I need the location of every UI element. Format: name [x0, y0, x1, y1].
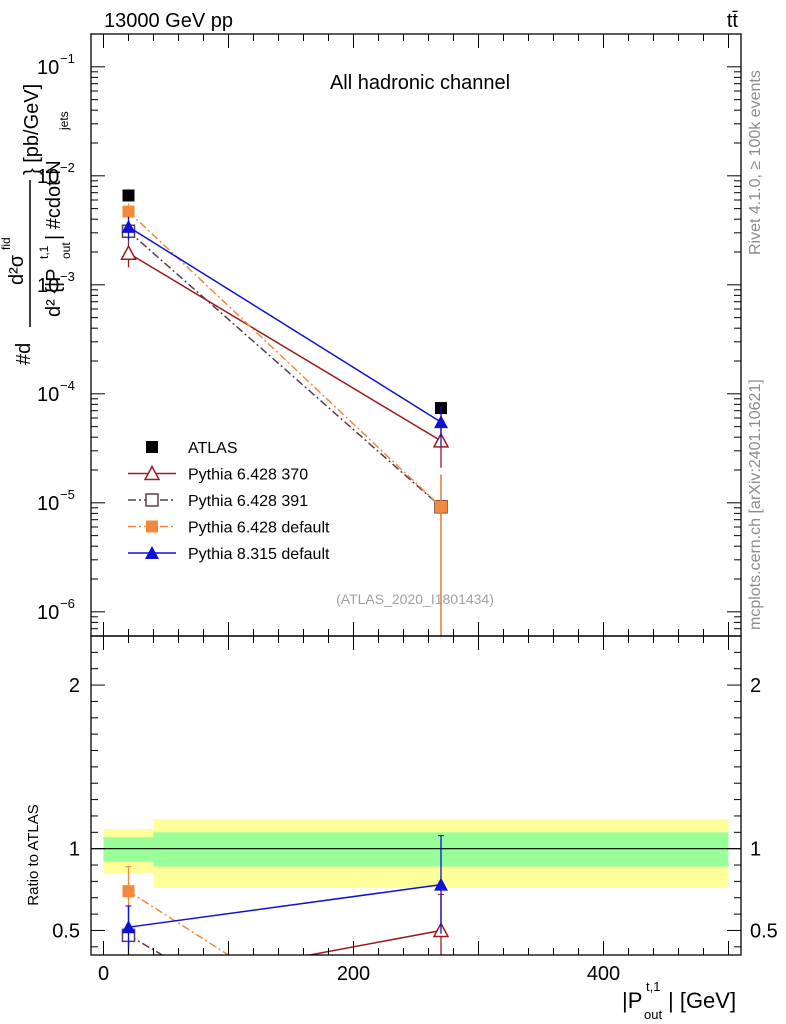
ratio-y-tick-label-right: 1 [750, 839, 761, 861]
legend-marker-py391 [145, 493, 159, 507]
y-tick-label: 10 [37, 166, 59, 188]
y-tick-label: 10 [37, 602, 59, 624]
ratio-frame [90, 635, 742, 956]
series-line-pydefault [127, 211, 442, 508]
y-tick-exponent: −1 [60, 51, 75, 66]
y-tick-exponent: −4 [60, 378, 75, 393]
mcplots-label: mcplots.cern.ch [arXiv:2401.10621] [747, 379, 764, 630]
y-tick-exponent: −3 [60, 269, 75, 284]
y-tick-label: 10 [37, 493, 59, 515]
legend-entry-pydefault: Pythia 6.428 default [128, 520, 330, 537]
rivet-version-label: Rivet 4.1.0, ≥ 100k events [747, 70, 764, 255]
legend-marker-pydefault [146, 520, 158, 533]
main-panel: All hadronic channel (ATLAS_2020_I180143… [37, 33, 742, 637]
point-py8 [121, 219, 136, 233]
ratio-line-pydefault [128, 890, 229, 955]
analysis-id-label: (ATLAS_2020_I1801434) [336, 591, 494, 607]
xlabel-sub: out [644, 1007, 662, 1022]
y-tick-label: 10 [37, 275, 59, 297]
point-pydefault [122, 205, 135, 218]
ratio-y-tick-label: 2 [69, 675, 80, 697]
ratio-point-pydefault [122, 885, 135, 898]
series-line-py8 [128, 226, 442, 423]
ratio-line-py8 [128, 883, 442, 928]
y-tick-exponent: −6 [60, 596, 75, 611]
legend-entry-atlas: ATLAS [146, 440, 238, 457]
energy-label: 13000 GeV pp [104, 10, 233, 32]
point-py370 [120, 244, 137, 260]
ylabel-brace-unit: } [pb/GeV] [21, 84, 43, 175]
ratio-point-py8 [121, 920, 136, 934]
chart-title: All hadronic channel [330, 72, 510, 94]
x-tick-label: 200 [337, 963, 370, 985]
ylabel-denominator-tail: | #cdot N [43, 160, 65, 240]
xlabel-pre: |P [622, 988, 642, 1013]
ylabel-denominator-tail-sub: jets [57, 111, 71, 131]
legend-label-py8: Pythia 8.315 default [188, 546, 330, 563]
x-axis-label: |P t,1 out | [GeV] [622, 979, 736, 1022]
legend-entry-py391: Pythia 6.428 391 [128, 493, 308, 510]
xlabel-sup: t,1 [646, 979, 660, 994]
x-tick-label: 0 [98, 963, 109, 985]
legend-label-py391: Pythia 6.428 391 [188, 493, 308, 510]
series-line-py391 [128, 230, 442, 508]
ylabel-denominator-sup: t,1 [37, 245, 51, 259]
ratio-y-tick-label-right: 0.5 [750, 920, 778, 942]
legend-marker-py8 [145, 546, 159, 559]
ratio-y-axis-label: Ratio to ATLAS [25, 804, 42, 905]
main-y-axis-label: #d d²σ fid d² {|P t,1 out | #cdot N jets… [0, 84, 73, 365]
legend-label-pydefault: Pythia 6.428 default [188, 520, 330, 537]
ratio-point-py8 [434, 877, 448, 891]
ratio-line-py370 [295, 929, 442, 955]
legend-entry-py370: Pythia 6.428 370 [128, 464, 308, 484]
y-tick-label: 10 [37, 384, 59, 406]
ratio-y-tick-label-right: 2 [750, 675, 761, 697]
point-pydefault [435, 500, 447, 513]
legend-marker-atlas [146, 441, 158, 453]
x-tick-label: 400 [587, 963, 620, 985]
ratio-panel: 0.5 0.5 1 1 2 2 0 200 400 [52, 635, 778, 985]
point-atlas [122, 189, 135, 202]
legend-label-atlas: ATLAS [188, 440, 238, 457]
ratio-y-tick-label: 1 [69, 839, 80, 861]
ylabel-numerator-sup: fid [0, 237, 13, 250]
ylabel-denominator-sub: out [59, 242, 73, 259]
point-py8 [434, 415, 448, 429]
ylabel-num-prefix: #d [13, 343, 35, 365]
ylabel-denominator: d² {|P [43, 268, 65, 317]
process-label: tt̄ [727, 10, 739, 32]
legend-label-py370: Pythia 6.428 370 [188, 467, 308, 484]
legend: ATLAS Pythia 6.428 370 Pythia 6.428 391 Pyt… [128, 440, 330, 563]
ylabel-numerator: d²σ [6, 254, 28, 285]
series-line-py370 [128, 252, 442, 442]
ratio-y-tick-label: 0.5 [52, 920, 80, 942]
ratio-band-inner [103, 837, 154, 862]
legend-entry-py8: Pythia 8.315 default [128, 546, 330, 563]
y-tick-label: 10 [37, 57, 59, 79]
xlabel-post: | [GeV] [668, 988, 736, 1013]
legend-marker-py370 [143, 464, 161, 481]
y-tick-exponent: −2 [60, 160, 75, 175]
y-tick-exponent: −5 [60, 487, 75, 502]
